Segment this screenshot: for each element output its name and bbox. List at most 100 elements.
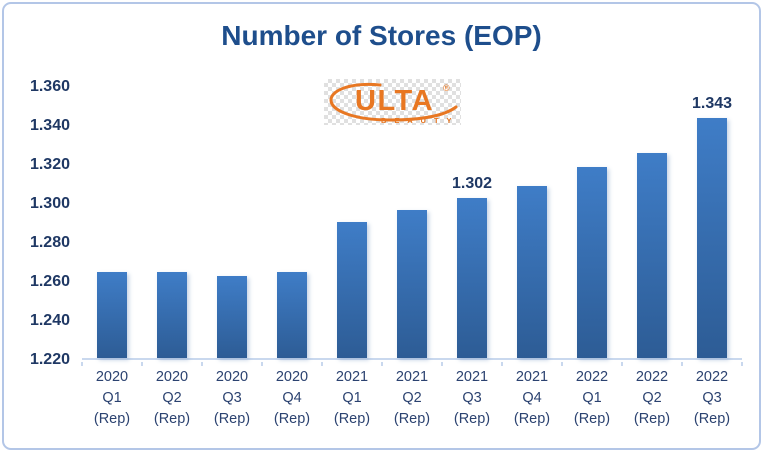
chart-title: Number of Stores (EOP) [221, 20, 542, 51]
bar-column-2021-q1 [322, 87, 382, 358]
x-axis-label-line: 2022 [575, 369, 609, 385]
x-axis-label-line: Q3 [222, 390, 242, 406]
x-axis-label-line: Q1 [342, 390, 362, 406]
x-axis-label-line: 2021 [515, 369, 549, 385]
bar-column-2020-q4 [262, 87, 322, 358]
logo-subtext: B E A U T Y [381, 116, 455, 125]
x-axis-category-label: 2022 Q3 (Rep) [682, 367, 742, 430]
bar-column-2022-q1 [562, 87, 622, 358]
y-tick-label: 1.280 [29, 234, 70, 251]
x-axis-label-line: 2020 [155, 369, 189, 385]
ulta-beauty-logo: ULTA ® B E A U T Y [324, 79, 461, 125]
x-axis-tick [81, 362, 83, 366]
x-axis-label-line: (Rep) [153, 411, 191, 427]
y-tick-label: 1.360 [29, 78, 70, 95]
x-axis-label-line: 2021 [455, 369, 489, 385]
y-tick-label: 1.340 [29, 117, 70, 134]
plot-area: 1.302 1.343 [82, 87, 742, 360]
x-axis-category-label: 2021 Q4 (Rep) [502, 367, 562, 430]
x-axis-label-line: (Rep) [333, 411, 371, 427]
bar [457, 198, 487, 358]
x-axis-category-label: 2020 Q4 (Rep) [262, 367, 322, 430]
y-tick-label: 1.260 [29, 273, 70, 290]
x-axis-label-line: (Rep) [633, 411, 671, 427]
x-axis-label-line: Q3 [462, 390, 482, 406]
y-tick-label: 1.320 [29, 156, 70, 173]
bar-data-label: 1.302 [451, 175, 493, 193]
x-axis-label-line: Q1 [582, 390, 602, 406]
x-axis-label-line: Q2 [402, 390, 422, 406]
bar-column-2022-q3: 1.343 [682, 87, 742, 358]
bar [217, 276, 247, 358]
x-axis-category-label: 2021 Q1 (Rep) [322, 367, 382, 430]
bar-column-2021-q3: 1.302 [442, 87, 502, 358]
x-axis-label-line: (Rep) [273, 411, 311, 427]
bar [637, 153, 667, 358]
x-axis-label-line: (Rep) [513, 411, 551, 427]
x-axis-label-line: (Rep) [573, 411, 611, 427]
x-axis-label-line: Q2 [162, 390, 182, 406]
x-axis-label-line: 2020 [275, 369, 309, 385]
logo-swoosh-icon [329, 82, 458, 122]
x-axis-label-line: 2021 [335, 369, 369, 385]
bar [277, 272, 307, 358]
x-axis-label-line: (Rep) [213, 411, 251, 427]
x-axis-tick [561, 362, 563, 366]
x-axis-tick [441, 362, 443, 366]
x-axis-category-label: 2021 Q2 (Rep) [382, 367, 442, 430]
x-axis-tick [501, 362, 503, 366]
y-tick-label: 1.300 [29, 195, 70, 212]
x-axis-label-line: 2020 [95, 369, 129, 385]
x-axis-label-line: (Rep) [693, 411, 731, 427]
x-axis-category-label: 2020 Q3 (Rep) [202, 367, 262, 430]
x-axis-label-line: (Rep) [453, 411, 491, 427]
bar [577, 166, 607, 358]
x-axis-label-line: Q1 [102, 390, 122, 406]
y-tick-label: 1.220 [29, 351, 70, 368]
bar [517, 186, 547, 358]
x-axis-tick [681, 362, 683, 366]
x-axis-tick-marks [81, 362, 743, 367]
bar-column-2021-q4 [502, 87, 562, 358]
x-axis-category-label: 2020 Q1 (Rep) [82, 367, 142, 430]
x-axis-label-line: Q4 [282, 390, 302, 406]
x-axis-label-line: Q3 [702, 390, 722, 406]
bar [337, 221, 367, 358]
logo-wordmark: ULTA [355, 85, 434, 117]
bar [397, 209, 427, 358]
x-axis-labels: 2020 Q1 (Rep) 2020 Q2 (Rep) 2020 Q3 (Rep) 2020 Q4 (… [82, 367, 742, 430]
y-axis-ticks: 1.360 1.340 1.320 1.300 1.280 1.260 1.240 1.220 [12, 77, 70, 370]
bar-column-2020-q2 [142, 87, 202, 358]
bar [697, 118, 727, 358]
x-axis-category-label: 2020 Q2 (Rep) [142, 367, 202, 430]
x-axis-category-label: 2022 Q1 (Rep) [562, 367, 622, 430]
plot-columns: 1.302 1.343 [82, 87, 742, 358]
x-axis-category-label: 2021 Q3 (Rep) [442, 367, 502, 430]
x-axis-tick [741, 362, 743, 366]
x-axis-label-line: 2022 [635, 369, 669, 385]
x-axis-tick [321, 362, 323, 366]
x-axis-tick [261, 362, 263, 366]
bar-column-2020-q3 [202, 87, 262, 358]
y-tick-label: 1.240 [29, 312, 70, 329]
x-axis-label-line: 2020 [215, 369, 249, 385]
x-axis-tick [141, 362, 143, 366]
bar-column-2021-q2 [382, 87, 442, 358]
logo-registered-mark: ® [443, 83, 450, 93]
bar-column-2020-q1 [82, 87, 142, 358]
x-axis-label-line: Q4 [522, 390, 542, 406]
x-axis-label-line: (Rep) [393, 411, 431, 427]
x-axis-tick [381, 362, 383, 366]
x-axis-label-line: 2021 [395, 369, 429, 385]
x-axis-category-label: 2022 Q2 (Rep) [622, 367, 682, 430]
bar [97, 272, 127, 358]
x-axis-tick [621, 362, 623, 366]
x-axis-label-line: (Rep) [93, 411, 131, 427]
x-axis-tick [201, 362, 203, 366]
bar [157, 272, 187, 358]
x-axis-label-line: Q2 [642, 390, 662, 406]
x-axis-label-line: 2022 [695, 369, 729, 385]
bar-column-2022-q2 [622, 87, 682, 358]
